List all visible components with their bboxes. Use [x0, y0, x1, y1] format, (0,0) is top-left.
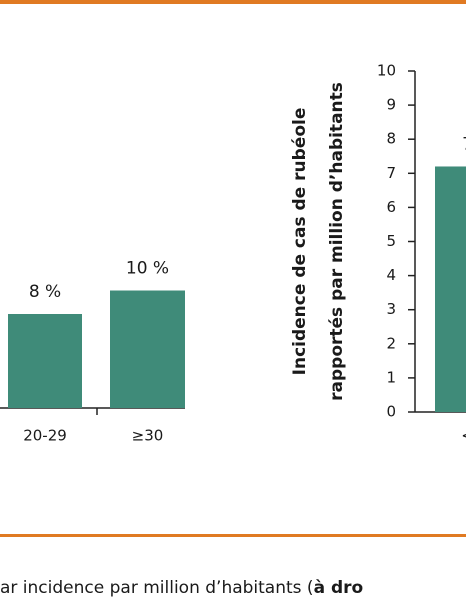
- y-tick-label: 4: [386, 266, 396, 284]
- caption-text: ar incidence par million d’habitants (: [0, 578, 314, 598]
- caption: ar incidence par million d’habitants (à …: [0, 578, 363, 598]
- y-tick-label: 10: [377, 62, 396, 80]
- caption-bold: à dro: [314, 578, 364, 598]
- y-tick-label: 2: [386, 334, 396, 352]
- x-tick-label: ≥30: [132, 427, 164, 445]
- value-label: 7: [462, 134, 466, 154]
- bar: [435, 166, 466, 412]
- y-tick-label: 1: [386, 368, 396, 386]
- y-axis-label: Incidence de cas de rubéole: [290, 108, 310, 376]
- y-axis-label: rapportés par million d’habitants: [327, 82, 347, 401]
- y-tick-label: 9: [386, 96, 396, 114]
- x-tick-label: 20-29: [23, 427, 67, 445]
- y-tick-label: 6: [386, 198, 396, 216]
- top-rule: [0, 0, 466, 4]
- y-tick-label: 8: [386, 130, 396, 148]
- bottom-rule: [0, 534, 466, 537]
- y-tick-label: 0: [386, 403, 396, 421]
- bar: [8, 314, 82, 408]
- x-tick-label: <: [461, 427, 466, 445]
- y-tick-label: 7: [386, 164, 396, 182]
- y-tick-label: 5: [386, 232, 396, 250]
- value-label: 8 %: [29, 282, 61, 302]
- y-tick-label: 3: [386, 300, 396, 318]
- bar: [110, 290, 185, 408]
- value-label: 10 %: [126, 259, 169, 279]
